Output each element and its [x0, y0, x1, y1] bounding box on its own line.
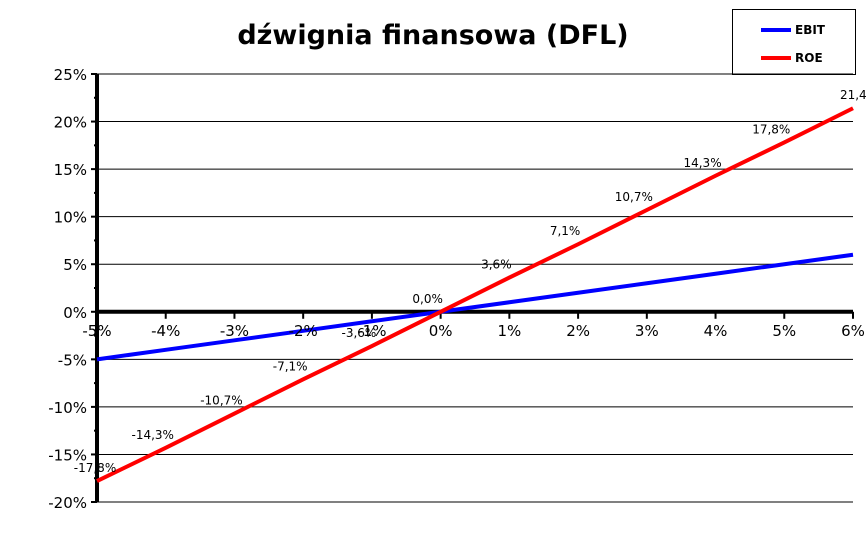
- data-label-roe: -10,7%: [200, 394, 242, 408]
- data-point-roe: [232, 412, 236, 416]
- y-tick-label: 25%: [54, 66, 87, 84]
- x-tick-label: -2%: [289, 322, 318, 340]
- legend-item-ebit: EBIT: [733, 22, 825, 38]
- data-label-roe: -3,6%: [341, 326, 376, 340]
- data-label-roe: 7,1%: [550, 224, 581, 238]
- data-label-roe: 3,6%: [481, 258, 512, 272]
- data-point-roe: [782, 140, 786, 144]
- y-tick-label: 10%: [54, 209, 87, 227]
- x-tick-label: 3%: [635, 322, 659, 340]
- data-label-roe: 21,4%: [840, 88, 866, 102]
- y-tick-label: -5%: [58, 351, 87, 369]
- data-point-roe: [439, 310, 443, 314]
- series-line-ebit: [96, 252, 854, 362]
- legend-swatch-roe: [761, 56, 791, 60]
- chart-title: dźwignia finansowa (DFL): [237, 20, 629, 51]
- y-tick-label: -10%: [48, 399, 87, 417]
- legend-label-roe: ROE: [795, 51, 823, 65]
- data-label-roe: 17,8%: [752, 122, 790, 136]
- y-tick-label: 0%: [63, 304, 87, 322]
- y-tick-label: 20%: [54, 114, 87, 132]
- data-point-ebit: [645, 281, 649, 285]
- data-point-ebit: [714, 272, 718, 276]
- legend-label-ebit: EBIT: [795, 23, 825, 37]
- data-point-roe: [507, 276, 511, 280]
- data-point-ebit: [164, 348, 168, 352]
- x-tick-label: 2%: [566, 322, 590, 340]
- data-point-ebit: [782, 262, 786, 266]
- data-point-roe: [714, 174, 718, 178]
- data-point-ebit: [95, 357, 99, 361]
- data-label-roe: -17,8%: [74, 461, 116, 475]
- data-point-roe: [301, 377, 305, 381]
- data-point-ebit: [851, 253, 855, 257]
- data-label-roe: -7,1%: [273, 359, 308, 373]
- y-tick-label: 15%: [54, 161, 87, 179]
- data-point-roe: [576, 242, 580, 246]
- data-point-ebit: [576, 291, 580, 295]
- legend-swatch-ebit: [761, 28, 791, 32]
- data-point-roe: [164, 446, 168, 450]
- x-tick-label: 1%: [497, 322, 521, 340]
- data-label-roe: 10,7%: [615, 190, 653, 204]
- y-tick-label: -20%: [48, 494, 87, 512]
- data-label-roe: 14,3%: [683, 156, 721, 170]
- y-tick-label: -15%: [48, 446, 87, 464]
- x-tick-label: 0%: [429, 322, 453, 340]
- x-tick-label: 4%: [704, 322, 728, 340]
- y-tick-label: 5%: [63, 256, 87, 274]
- series-line-roe: [96, 106, 854, 483]
- x-tick-label: -3%: [220, 322, 249, 340]
- x-tick-label: -5%: [82, 322, 111, 340]
- data-point-roe: [370, 344, 374, 348]
- legend-item-roe: ROE: [733, 50, 823, 66]
- x-tick-label: -1%: [357, 322, 386, 340]
- legend: EBIT ROE: [732, 9, 856, 75]
- x-tick-label: 6%: [841, 322, 865, 340]
- data-label-roe: -14,3%: [132, 428, 174, 442]
- data-label-roe: 0,0%: [412, 292, 443, 306]
- data-point-roe: [645, 208, 649, 212]
- x-tick-label: -4%: [151, 322, 180, 340]
- data-point-ebit: [507, 300, 511, 304]
- data-point-roe: [95, 479, 99, 483]
- data-point-roe: [851, 106, 855, 110]
- x-tick-label: 5%: [772, 322, 796, 340]
